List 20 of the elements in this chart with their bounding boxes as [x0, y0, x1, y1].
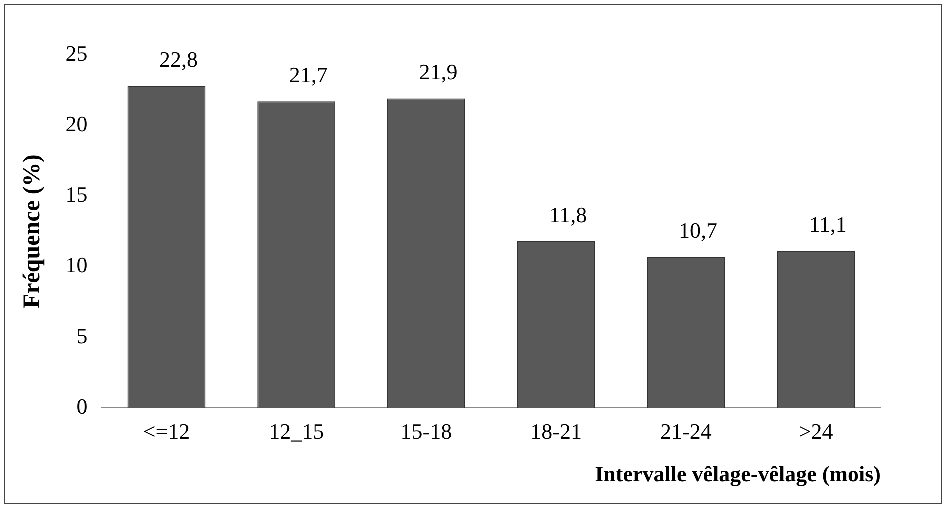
y-tick-label: 15	[66, 182, 88, 208]
data-label: 11,8	[549, 202, 588, 228]
x-tick-label: <=12	[143, 419, 190, 444]
x-tick-label: 12_15	[269, 419, 324, 444]
data-label: 21,9	[419, 60, 458, 85]
x-tick-label: 15-18	[400, 419, 452, 444]
x-axis-title: Intervalle vêlage-vêlage (mois)	[595, 461, 881, 486]
y-tick-label: 10	[66, 252, 88, 278]
data-label: 22,8	[159, 46, 198, 72]
data-label: 10,7	[678, 218, 718, 243]
y-tick-label: 25	[66, 40, 88, 66]
y-tick-label: 20	[66, 111, 88, 136]
y-axis-title: Fréquence (%)	[20, 154, 46, 309]
y-tick-label: 5	[76, 323, 88, 348]
y-tick-label: 0	[76, 394, 88, 419]
x-tick-label: >24	[798, 419, 834, 444]
x-tick-label: 18-21	[530, 419, 582, 444]
x-tick-label: 21-24	[660, 419, 712, 444]
data-label: 21,7	[289, 62, 328, 88]
data-label: 11,1	[809, 212, 847, 238]
